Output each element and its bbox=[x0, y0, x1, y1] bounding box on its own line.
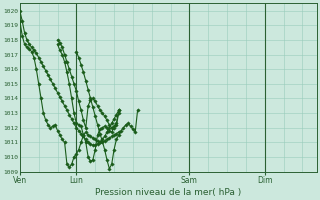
X-axis label: Pression niveau de la mer( hPa ): Pression niveau de la mer( hPa ) bbox=[95, 188, 241, 197]
